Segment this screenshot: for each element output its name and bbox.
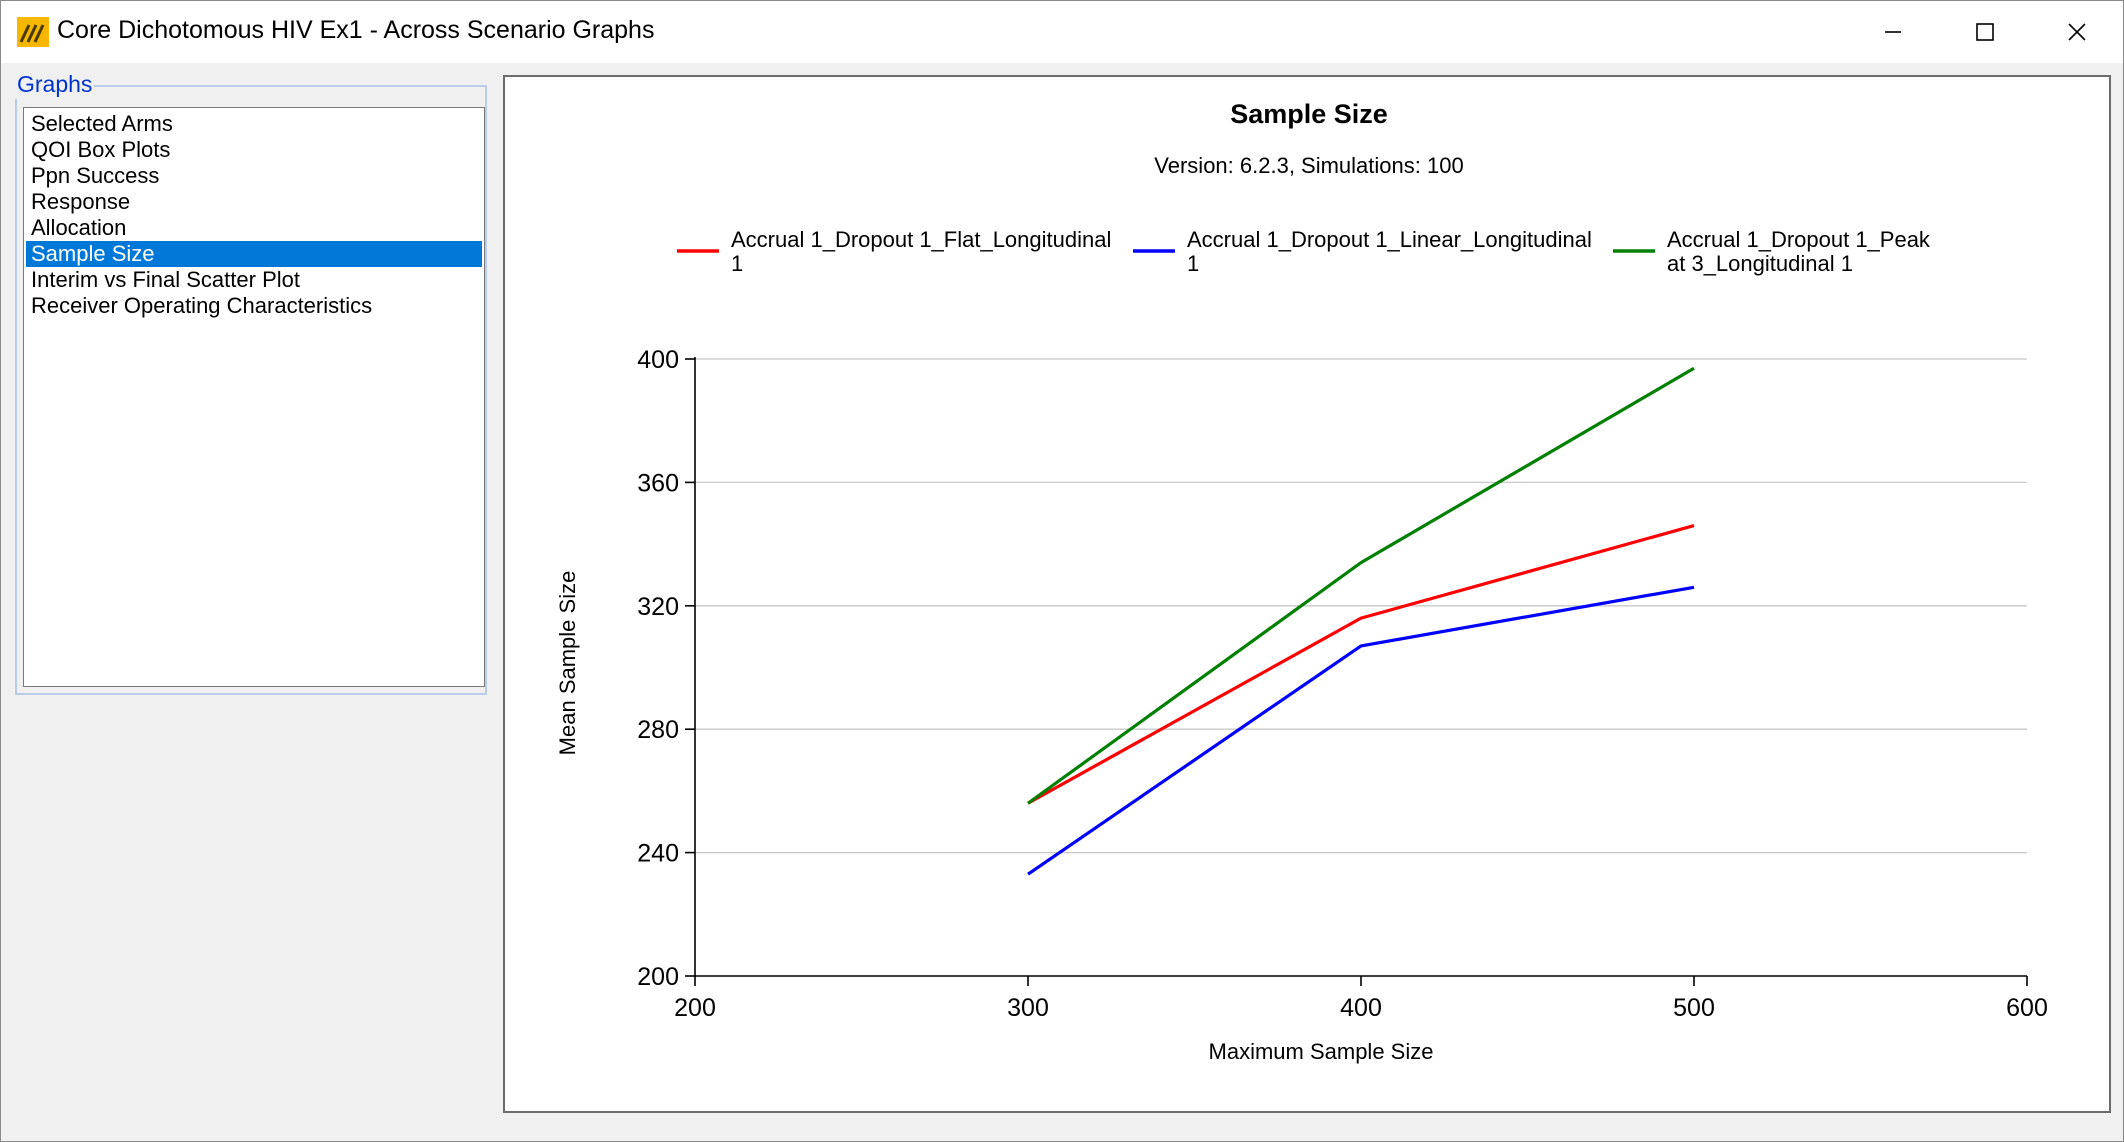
x-tick-label: 600 [2006,994,2048,1022]
y-tick-label: 280 [637,716,679,744]
graphs-groupbox [15,85,487,695]
app-logo-icon [17,17,49,47]
title-bar[interactable]: Core Dichotomous HIV Ex1 - Across Scenar… [1,1,2123,63]
y-tick-label: 360 [637,469,679,497]
graph-list-item-qoi-box-plots[interactable]: QOI Box Plots [31,137,171,162]
legend-label: Accrual 1_Dropout 1_Linear_Longitudinal [1187,227,1592,252]
maximize-icon [1976,23,1994,41]
x-tick-label: 500 [1673,994,1715,1022]
graphs-list[interactable]: Selected Arms QOI Box Plots Ppn Success … [23,107,485,687]
sample-size-chart: Sample Size Version: 6.2.3, Simulations:… [555,99,2048,1064]
maximize-button[interactable] [1939,1,2031,63]
legend-label: 1 [731,251,743,276]
close-button[interactable] [2031,1,2123,63]
series-line-1 [1027,524,1695,805]
y-tick-label: 320 [637,593,679,621]
graph-list-item-response[interactable]: Response [31,189,131,214]
chart-subtitle: Version: 6.2.3, Simulations: 100 [1154,153,1463,178]
graph-list-item-roc[interactable]: Receiver Operating Characteristics [31,293,373,318]
chart-title: Sample Size [1230,99,1388,129]
chart-series [1027,366,1695,876]
y-tick-label: 400 [637,346,679,374]
close-icon [2068,23,2086,41]
y-tick-label: 240 [637,840,679,868]
minimize-button[interactable] [1847,1,1939,63]
chart-panel: Sample Size Version: 6.2.3, Simulations:… [503,75,2111,1113]
legend-label: Accrual 1_Dropout 1_Peak [1667,227,1931,252]
chart-gridlines [695,358,2027,854]
x-tick-label: 400 [1340,994,1382,1022]
x-tick-label: 300 [1007,994,1049,1022]
graph-list-item-interim-vs-final[interactable]: Interim vs Final Scatter Plot [31,267,300,292]
window-title: Core Dichotomous HIV Ex1 - Across Scenar… [57,16,655,44]
chart-axes: 200 240 280 320 360 400 200 300 400 500 600 [637,346,2048,1022]
y-tick-label: 200 [637,963,679,991]
graph-list-item-selected-arms[interactable]: Selected Arms [31,111,173,136]
graphs-group-label: Graphs [15,69,95,99]
y-axis-label: Mean Sample Size [555,571,580,756]
chart-legend: Accrual 1_Dropout 1_Flat_Longitudinal1Ac… [677,227,1931,276]
graph-list-item-ppn-success[interactable]: Ppn Success [31,163,160,188]
legend-label: 1 [1187,251,1199,276]
minimize-icon [1885,31,1901,33]
x-tick-label: 200 [674,994,716,1022]
legend-label: Accrual 1_Dropout 1_Flat_Longitudinal [731,227,1111,252]
graph-list-item-sample-size[interactable]: Sample Size [26,241,482,267]
series-line-2 [1027,585,1695,876]
x-axis-label: Maximum Sample Size [1209,1039,1434,1064]
graph-list-item-allocation[interactable]: Allocation [31,215,127,240]
series-line-3 [1027,366,1695,805]
legend-label: at 3_Longitudinal 1 [1667,251,1853,276]
